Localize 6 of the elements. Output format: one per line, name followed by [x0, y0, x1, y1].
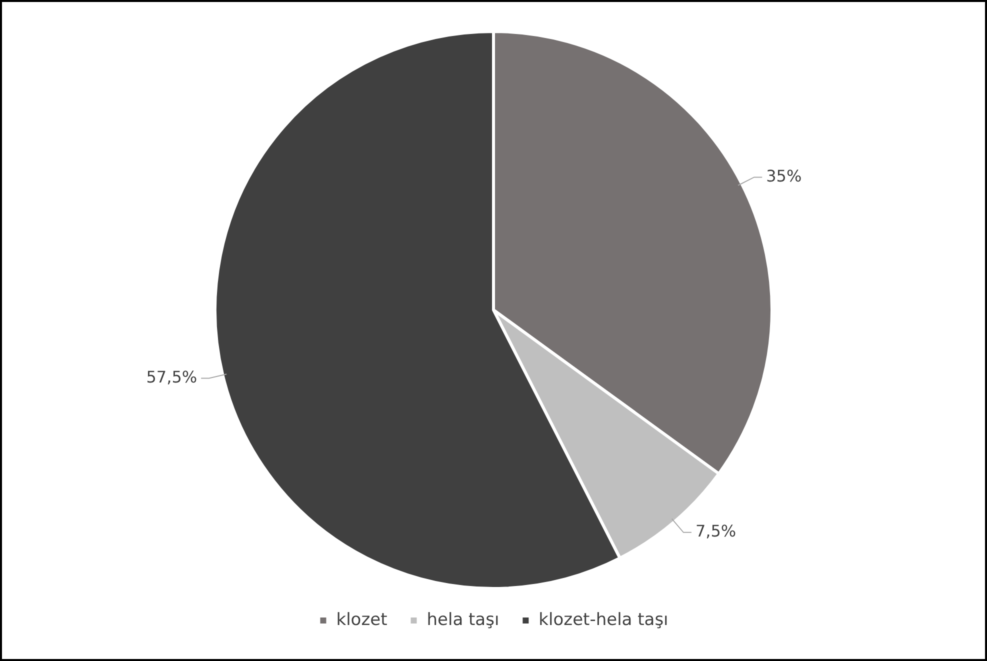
legend-label: klozet [336, 610, 388, 630]
data-label: 7,5% [695, 522, 736, 541]
legend-label: klozet-hela taşı [538, 610, 668, 630]
legend-label: hela taşı [426, 610, 500, 630]
data-label: 35% [766, 166, 802, 186]
data-label: 57,5% [146, 367, 198, 386]
